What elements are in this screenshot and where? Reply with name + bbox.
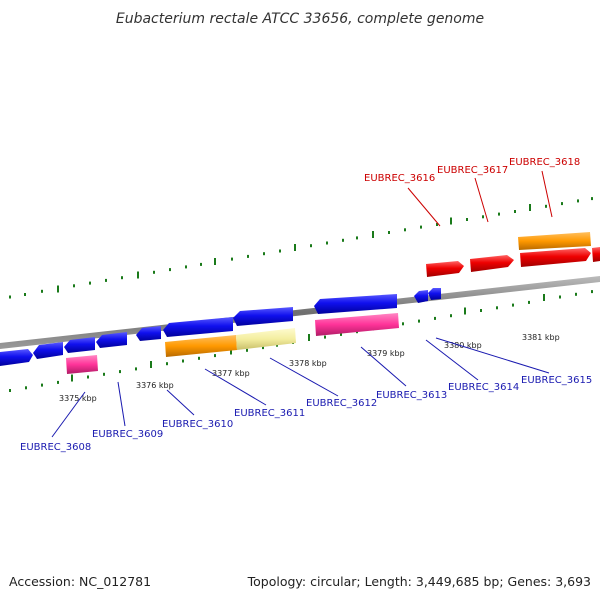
gene-label[interactable]: EUBREC_3610 bbox=[162, 419, 233, 430]
forward-gene-labels: EUBREC_3616 EUBREC_3617 EUBREC_3618 bbox=[364, 157, 580, 184]
major-tick bbox=[137, 271, 139, 279]
gene-arrow-reverse[interactable] bbox=[96, 332, 127, 348]
major-tick bbox=[57, 285, 59, 293]
gene-arrow-reverse[interactable] bbox=[136, 326, 161, 341]
reverse-strand-genes bbox=[0, 288, 441, 366]
gene-arrow-forward[interactable] bbox=[426, 261, 464, 277]
major-tick bbox=[543, 294, 545, 301]
feature-box-orange[interactable] bbox=[165, 335, 237, 357]
major-tick bbox=[450, 217, 452, 225]
major-tick bbox=[372, 231, 374, 238]
gene-label[interactable]: EUBREC_3615 bbox=[521, 375, 592, 386]
gene-arrow-reverse[interactable] bbox=[428, 288, 441, 300]
scale-label: 3377 kbp bbox=[212, 369, 250, 378]
gene-arrow-reverse[interactable] bbox=[33, 342, 63, 359]
scale-label: 3378 kbp bbox=[289, 359, 327, 368]
gene-arrow-forward[interactable] bbox=[520, 248, 591, 267]
gene-arrow-reverse[interactable] bbox=[64, 337, 95, 353]
gene-label[interactable]: EUBREC_3613 bbox=[376, 390, 447, 401]
lower-tick-track bbox=[9, 290, 593, 392]
forward-gene-callouts bbox=[407, 170, 553, 227]
reverse-gene-callouts bbox=[51, 337, 550, 438]
scale-label: 3376 kbp bbox=[136, 381, 174, 390]
gene-arrow-reverse[interactable] bbox=[414, 290, 428, 303]
scale-label: 3380 kbp bbox=[444, 341, 482, 350]
upper-tick-track bbox=[9, 197, 593, 299]
gene-arrow-forward[interactable] bbox=[470, 255, 514, 272]
feature-box-pink[interactable] bbox=[315, 313, 399, 336]
gene-label[interactable]: EUBREC_3616 bbox=[364, 173, 435, 184]
gene-label[interactable]: EUBREC_3608 bbox=[20, 442, 91, 453]
major-tick bbox=[150, 361, 152, 368]
gene-label[interactable]: EUBREC_3617 bbox=[437, 165, 508, 176]
gene-arrow-forward[interactable] bbox=[592, 247, 600, 262]
forward-strand-genes bbox=[426, 247, 600, 277]
genome-summary-text: Topology: circular; Length: 3,449,685 bp… bbox=[247, 574, 591, 589]
gene-arrow-reverse[interactable] bbox=[163, 317, 233, 337]
gene-arrow-reverse[interactable] bbox=[233, 307, 293, 326]
gene-arrow-reverse[interactable] bbox=[314, 294, 397, 314]
gene-label[interactable]: EUBREC_3614 bbox=[448, 382, 519, 393]
gene-label[interactable]: EUBREC_3618 bbox=[509, 157, 580, 168]
major-tick bbox=[214, 258, 216, 265]
gene-label[interactable]: EUBREC_3611 bbox=[234, 408, 305, 419]
accession-text: Accession: NC_012781 bbox=[9, 574, 151, 589]
scale-label: 3375 kbp bbox=[59, 394, 97, 403]
major-tick bbox=[71, 374, 73, 382]
map-title: Eubacterium rectale ATCC 33656, complete… bbox=[116, 11, 484, 27]
major-tick bbox=[294, 244, 296, 251]
feature-boxes bbox=[66, 232, 591, 374]
major-tick bbox=[230, 347, 232, 355]
major-tick bbox=[529, 204, 531, 211]
scale-label: 3379 kbp bbox=[367, 349, 405, 358]
gene-label[interactable]: EUBREC_3612 bbox=[306, 398, 377, 409]
gene-label[interactable]: EUBREC_3609 bbox=[92, 429, 163, 440]
feature-box-pink[interactable] bbox=[66, 355, 98, 374]
major-tick bbox=[464, 307, 466, 315]
feature-box-orange[interactable] bbox=[518, 232, 591, 250]
gene-arrow-reverse[interactable] bbox=[0, 349, 33, 366]
scale-label: 3381 kbp bbox=[522, 333, 560, 342]
reverse-gene-labels: EUBREC_3608 EUBREC_3609 EUBREC_3610 EUBR… bbox=[20, 375, 592, 453]
scale-labels: 3375 kbp 3376 kbp 3377 kbp 3378 kbp 3379… bbox=[59, 333, 560, 403]
feature-box-pale[interactable] bbox=[236, 328, 296, 350]
major-tick bbox=[308, 334, 310, 341]
